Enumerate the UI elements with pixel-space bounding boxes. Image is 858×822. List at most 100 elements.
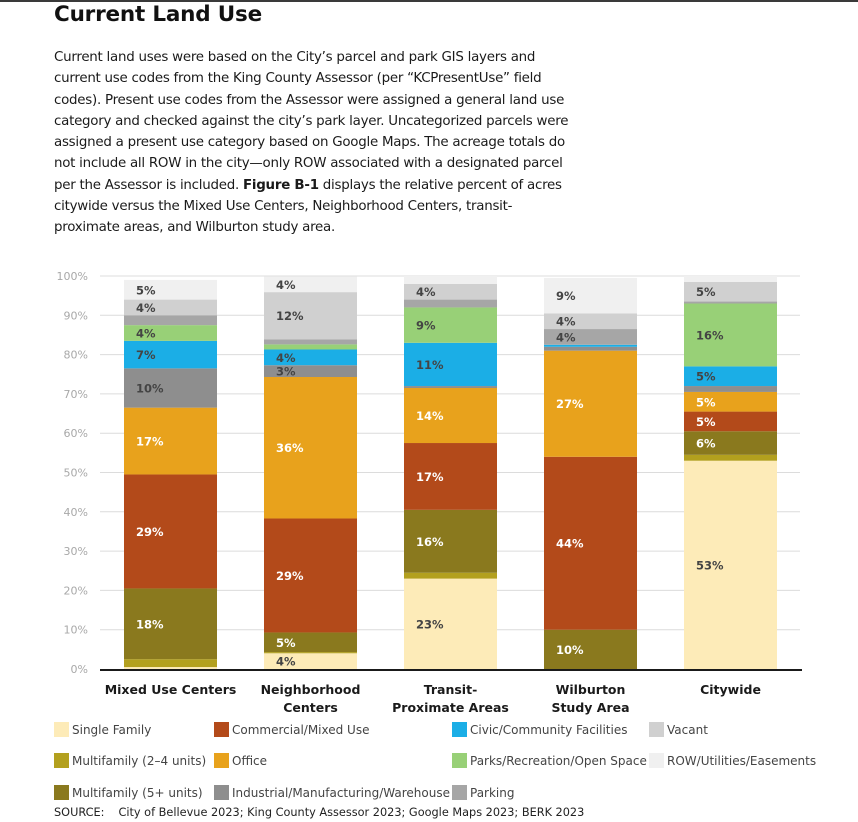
- legend-item: Parking: [452, 785, 515, 800]
- legend-label: Vacant: [667, 722, 708, 737]
- y-tick-label: 50%: [64, 467, 88, 480]
- legend-label: Industrial/Manufacturing/Warehouse: [232, 785, 450, 800]
- data-label: 29%: [136, 525, 164, 539]
- bar-stack: [684, 276, 777, 669]
- data-label: 4%: [276, 351, 296, 365]
- y-tick-label: 10%: [64, 624, 88, 637]
- legend-label: Civic/Community Facilities: [470, 722, 628, 737]
- bar-segment: [684, 366, 777, 387]
- data-label: 44%: [556, 537, 584, 551]
- data-label: 5%: [696, 285, 716, 299]
- bar-segment: [264, 344, 357, 350]
- bar-segment: [404, 443, 497, 510]
- legend-label: Multifamily (5+ units): [72, 785, 203, 800]
- legend-swatch: [214, 753, 229, 768]
- legend-label: Commercial/Mixed Use: [232, 722, 370, 737]
- y-tick-label: 60%: [64, 427, 88, 440]
- bar-segment: [544, 329, 637, 345]
- data-label: 3%: [276, 365, 296, 379]
- data-label: 29%: [276, 569, 304, 583]
- bar-stack: [404, 276, 497, 669]
- bar-stack: [264, 276, 357, 669]
- data-label: 11%: [416, 358, 444, 372]
- y-tick-label: 0%: [71, 663, 88, 676]
- legend-item: Single Family: [54, 722, 151, 737]
- top-rule: [0, 0, 858, 2]
- bar-segment: [124, 299, 217, 316]
- data-label: 4%: [276, 278, 296, 292]
- bar-segment: [264, 349, 357, 366]
- data-label: 4%: [136, 301, 156, 315]
- bar-stack: [544, 277, 637, 669]
- y-tick-label: 40%: [64, 506, 88, 519]
- data-label: 23%: [416, 617, 444, 631]
- bar-segment: [124, 474, 217, 589]
- data-label: 36%: [276, 441, 304, 455]
- bar-segment: [404, 276, 497, 284]
- legend-label: Parking: [470, 785, 515, 800]
- bar-segment: [124, 279, 217, 300]
- bar-segment: [404, 509, 497, 573]
- legend-swatch: [214, 785, 229, 800]
- data-label: 4%: [556, 330, 576, 344]
- legend-item: Office: [214, 753, 267, 768]
- legend-label: Parks/Recreation/Open Space: [470, 753, 647, 768]
- intro-text: Current land uses were based on the City…: [54, 50, 569, 193]
- data-label: 4%: [136, 326, 156, 340]
- page-title: Current Land Use: [54, 2, 262, 27]
- bar-segment: [264, 365, 357, 378]
- bar-segment: [684, 386, 777, 392]
- bar-segment: [684, 431, 777, 455]
- bar-segment: [684, 454, 777, 461]
- bar-segment: [404, 388, 497, 444]
- bar-segment: [264, 652, 357, 654]
- legend-item: Vacant: [649, 722, 708, 737]
- data-label: 6%: [696, 437, 716, 451]
- bars: [124, 276, 777, 669]
- data-label: 10%: [556, 643, 584, 657]
- source-tag: SOURCE:: [54, 806, 105, 819]
- data-label: 4%: [276, 655, 296, 669]
- data-label: 16%: [696, 328, 724, 342]
- legend-swatch: [54, 785, 69, 800]
- y-tick-label: 100%: [57, 270, 88, 283]
- data-label: 53%: [696, 558, 724, 572]
- bar-segment: [264, 339, 357, 345]
- bar-segment: [264, 377, 357, 519]
- bar-segment: [404, 283, 497, 300]
- bar-segment: [404, 572, 497, 579]
- bar-segment: [544, 629, 637, 669]
- data-label: 5%: [696, 395, 716, 409]
- bar-segment: [684, 281, 777, 302]
- x-tick-label: Neighborhood: [261, 682, 361, 697]
- bar-segment: [264, 276, 357, 293]
- legend-item: Commercial/Mixed Use: [214, 722, 369, 737]
- legend-swatch: [649, 753, 664, 768]
- data-label: 9%: [416, 319, 436, 333]
- intro-paragraph: Current land uses were based on the City…: [54, 47, 574, 239]
- bar-segment: [124, 368, 217, 408]
- legend-swatch: [214, 722, 229, 737]
- bar-segment: [684, 303, 777, 367]
- bar-stack: [124, 279, 217, 669]
- legend-label: Single Family: [72, 722, 152, 737]
- x-tick-label: Proximate Areas: [392, 700, 509, 715]
- bar-segment: [124, 667, 217, 669]
- bar-segment: [404, 307, 497, 343]
- legend-swatch: [452, 722, 467, 737]
- figure-reference: Figure B-1: [242, 177, 319, 193]
- bar-segment: [404, 578, 497, 669]
- y-tick-label: 30%: [64, 545, 88, 558]
- bar-segment: [544, 277, 637, 314]
- source-note: SOURCE: City of Bellevue 2023; King Count…: [54, 806, 584, 819]
- bar-segment: [264, 518, 357, 633]
- x-tick-label: Centers: [283, 700, 338, 715]
- bar-segment: [684, 391, 777, 412]
- data-label: 4%: [556, 315, 576, 329]
- legend-item: Multifamily (2–4 units): [54, 753, 206, 768]
- x-tick-label: Mixed Use Centers: [105, 682, 237, 697]
- bar-segment: [404, 342, 497, 387]
- data-label: 5%: [276, 636, 296, 650]
- x-tick-label: Study Area: [551, 700, 629, 715]
- legend-swatch: [452, 785, 467, 800]
